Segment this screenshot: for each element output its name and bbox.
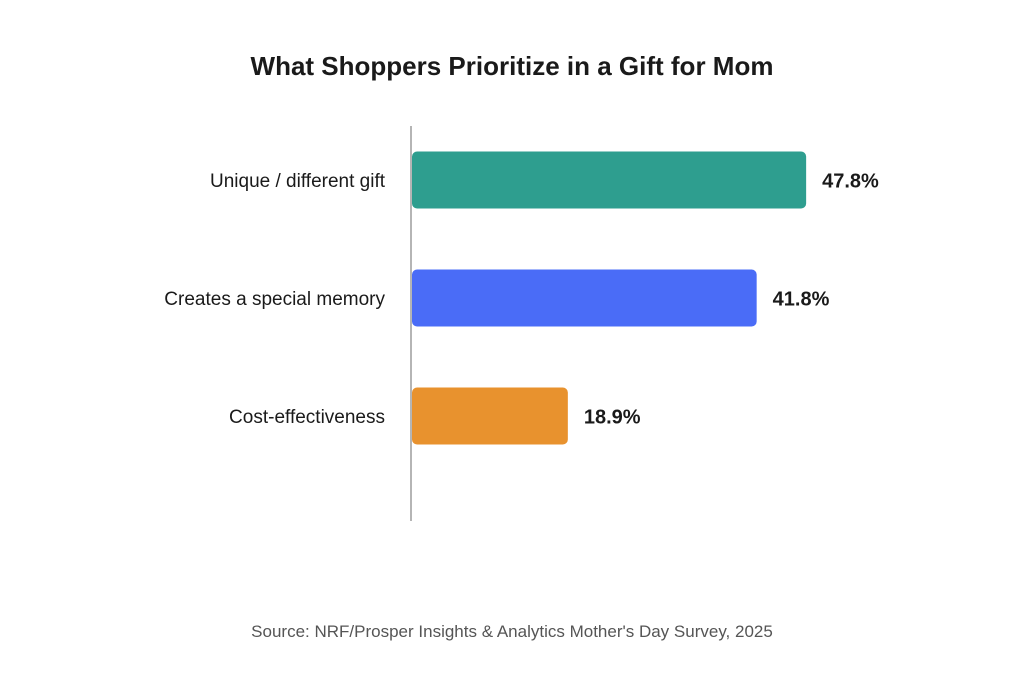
chart-title: What Shoppers Prioritize in a Gift for M… (250, 51, 774, 81)
category-label: Cost-effectiveness (229, 407, 385, 428)
value-label: 47.8% (822, 170, 879, 192)
bar (412, 269, 757, 327)
value-label: 18.9% (584, 406, 641, 428)
bar (412, 387, 568, 445)
bar (412, 151, 807, 209)
source-note: Source: NRF/Prosper Insights & Analytics… (251, 622, 773, 641)
category-label: Creates a special memory (164, 289, 385, 310)
category-label: Unique / different gift (210, 171, 386, 192)
value-label: 41.8% (773, 288, 830, 310)
